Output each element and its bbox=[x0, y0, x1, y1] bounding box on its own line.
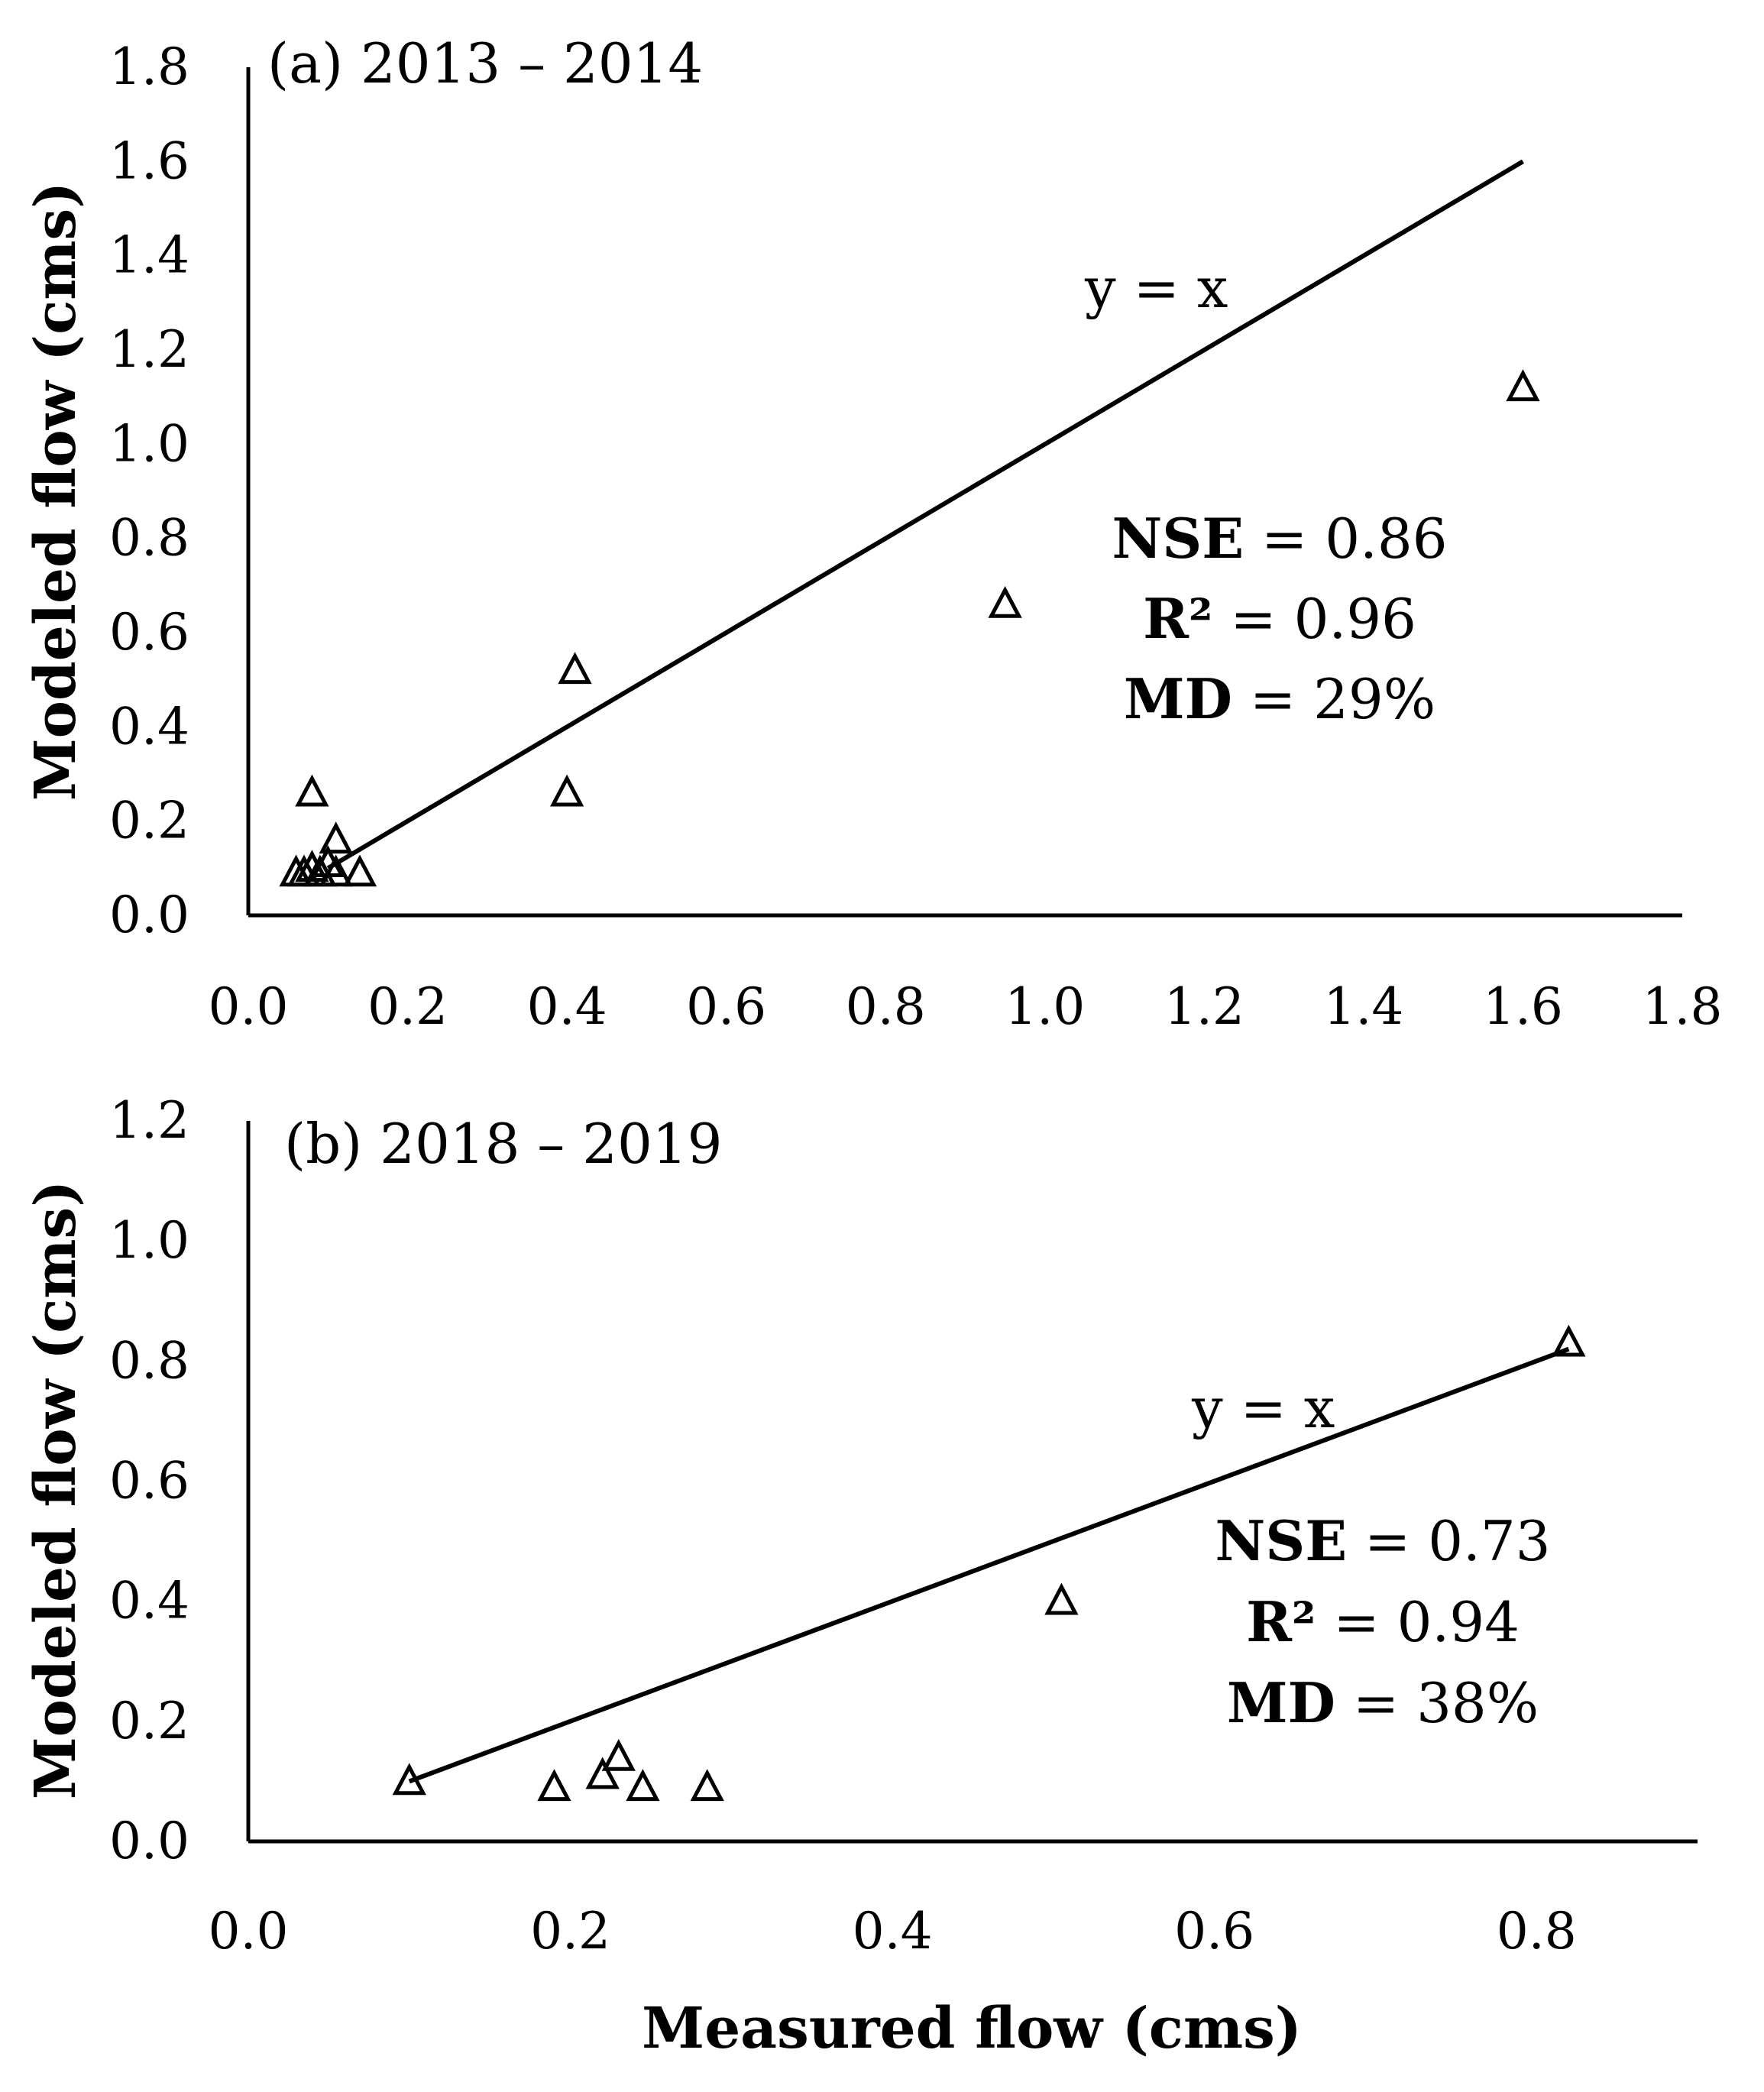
stat-r2: R² = 0.94 bbox=[1246, 1589, 1520, 1654]
data-point-triangle bbox=[537, 1769, 571, 1802]
data-point-triangle bbox=[988, 585, 1022, 618]
x-tick-label: 0.6 bbox=[1174, 1902, 1254, 1961]
y-tick-label: 1.2 bbox=[109, 320, 189, 379]
data-point-triangle bbox=[303, 854, 338, 887]
y-tick-label: 0.8 bbox=[109, 509, 189, 568]
data-points bbox=[279, 369, 1540, 887]
x-tick-label: 0.2 bbox=[367, 977, 448, 1036]
y-tick-label: 0.6 bbox=[109, 603, 189, 662]
y-tick-label: 1.4 bbox=[109, 226, 189, 285]
x-axis-title: Measured flow (cms) bbox=[642, 1996, 1302, 2061]
x-tick-labels: 0.0 0.2 0.4 0.6 0.8 1.0 1.2 1.4 1.6 1.8 bbox=[209, 977, 1723, 1036]
y-tick-label: 1.2 bbox=[109, 1091, 189, 1150]
x-tick-label: 0.4 bbox=[853, 1902, 933, 1961]
data-point-triangle bbox=[690, 1769, 724, 1802]
data-point-triangle bbox=[601, 1738, 636, 1771]
stat-nse: NSE = 0.86 bbox=[1112, 506, 1447, 571]
y-axis-title: Modeled flow (cms) bbox=[23, 182, 89, 801]
x-tick-label: 0.8 bbox=[846, 977, 926, 1036]
data-point-triangle bbox=[1506, 369, 1540, 402]
x-tick-label: 0.4 bbox=[527, 977, 607, 1036]
x-tick-labels: 0.0 0.2 0.4 0.6 0.8 bbox=[209, 1902, 1577, 1961]
data-point-triangle bbox=[1044, 1582, 1079, 1615]
panel-a: 0.0 0.2 0.4 0.6 0.8 1.0 1.2 1.4 1.6 1.8 0.0 0.2 0.4… bbox=[23, 31, 1722, 1036]
data-point-triangle bbox=[585, 1757, 620, 1789]
y-axis-title: Modeled flow (cms) bbox=[23, 1180, 89, 1799]
x-tick-label: 0.8 bbox=[1497, 1902, 1577, 1961]
data-point-triangle bbox=[1552, 1324, 1586, 1357]
x-tick-label: 1.4 bbox=[1323, 977, 1403, 1036]
y-tick-label: 1.0 bbox=[109, 1211, 189, 1270]
data-point-triangle bbox=[286, 854, 322, 887]
y-tick-label: 1.0 bbox=[109, 414, 189, 473]
y-tick-label: 0.4 bbox=[109, 1572, 189, 1631]
y-tick-label: 1.6 bbox=[109, 131, 189, 190]
reference-line-label: y = x bbox=[1191, 1376, 1335, 1440]
panel-b: 0.0 0.2 0.4 0.6 0.8 0.0 0.2 0.4 0.6 0.8 1.0 1.2 (b… bbox=[23, 1091, 1698, 2061]
panel-label: (b) 2018 – 2019 bbox=[284, 1112, 722, 1176]
data-point-triangle bbox=[392, 1763, 426, 1796]
x-tick-label: 0.2 bbox=[530, 1902, 610, 1961]
data-point-triangle bbox=[319, 821, 353, 854]
reference-line-y-equals-x bbox=[326, 159, 1524, 870]
reference-line-label: y = x bbox=[1084, 256, 1228, 320]
x-tick-label: 0.0 bbox=[209, 1902, 289, 1961]
panel-label: (a) 2013 – 2014 bbox=[267, 31, 703, 96]
x-tick-label: 1.2 bbox=[1164, 977, 1245, 1036]
y-tick-label: 0.0 bbox=[109, 1812, 189, 1870]
x-tick-label: 1.8 bbox=[1643, 977, 1723, 1036]
data-point-triangle bbox=[549, 774, 584, 807]
data-point-triangle bbox=[319, 854, 353, 887]
data-points bbox=[392, 1324, 1586, 1802]
stat-md: MD = 38% bbox=[1227, 1670, 1539, 1735]
y-tick-label: 0.0 bbox=[109, 886, 189, 944]
stat-md: MD = 29% bbox=[1124, 666, 1435, 731]
reference-line-y-equals-x bbox=[408, 1346, 1570, 1784]
x-tick-label: 0.0 bbox=[209, 977, 289, 1036]
data-point-triangle bbox=[295, 774, 329, 807]
data-point-triangle bbox=[558, 652, 592, 685]
y-tick-label: 0.2 bbox=[109, 1692, 189, 1750]
x-tick-label: 1.6 bbox=[1483, 977, 1563, 1036]
y-tick-label: 0.8 bbox=[109, 1331, 189, 1390]
x-tick-label: 0.6 bbox=[686, 977, 766, 1036]
y-tick-label: 0.6 bbox=[109, 1452, 189, 1511]
y-tick-label: 0.2 bbox=[109, 792, 189, 850]
data-point-triangle bbox=[342, 854, 377, 887]
y-tick-labels: 0.0 0.2 0.4 0.6 0.8 1.0 1.2 1.4 1.6 1.8 bbox=[109, 37, 189, 944]
stat-nse: NSE = 0.73 bbox=[1215, 1508, 1550, 1573]
stat-r2: R² = 0.96 bbox=[1143, 586, 1416, 651]
y-tick-label: 0.4 bbox=[109, 697, 189, 756]
x-tick-label: 1.0 bbox=[1005, 977, 1085, 1036]
data-point-triangle bbox=[626, 1769, 660, 1802]
y-tick-label: 1.8 bbox=[109, 37, 189, 96]
y-tick-labels: 0.0 0.2 0.4 0.6 0.8 1.0 1.2 bbox=[109, 1091, 189, 1870]
